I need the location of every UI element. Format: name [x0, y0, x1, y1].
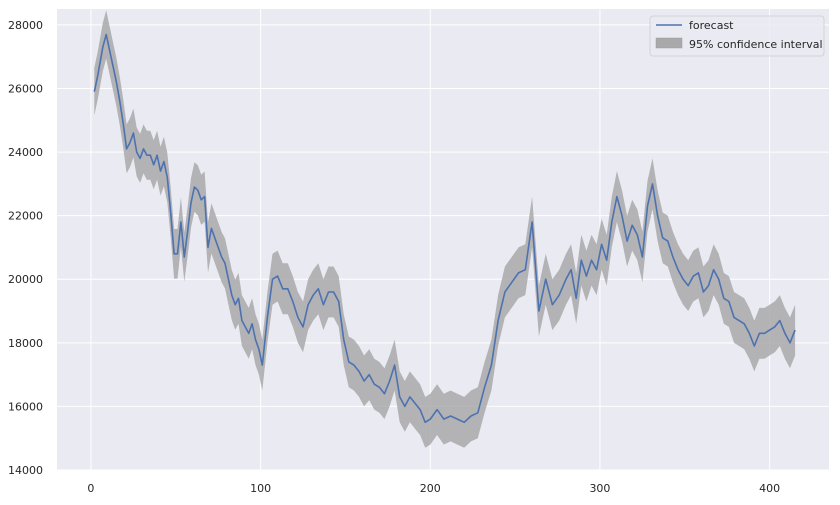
x-tick-label: 0	[87, 482, 94, 495]
y-tick-label: 28000	[8, 19, 43, 32]
y-tick-label: 18000	[8, 337, 43, 350]
x-tick-label: 200	[420, 482, 441, 495]
y-axis-ticks: 14000 16000 18000 20000 22000 24000 26000 28000	[8, 19, 43, 477]
legend: forecast 95% confidence interval	[649, 15, 825, 57]
x-axis-ticks: 0 100 200 300 400	[87, 482, 780, 495]
x-tick-label: 300	[589, 482, 610, 495]
y-tick-label: 16000	[8, 400, 43, 413]
x-tick-label: 400	[759, 482, 780, 495]
legend-interval-label: 95% confidence interval	[689, 38, 823, 51]
x-tick-label: 100	[250, 482, 271, 495]
grid-lines	[57, 9, 829, 471]
y-tick-label: 24000	[8, 146, 43, 159]
legend-interval-swatch	[655, 37, 683, 49]
y-tick-label: 26000	[8, 82, 43, 95]
y-tick-label: 14000	[8, 464, 43, 477]
y-tick-label: 22000	[8, 210, 43, 223]
y-tick-label: 20000	[8, 273, 43, 286]
legend-forecast-label: forecast	[689, 19, 734, 32]
forecast-line	[93, 33, 796, 424]
legend-box	[649, 15, 825, 57]
